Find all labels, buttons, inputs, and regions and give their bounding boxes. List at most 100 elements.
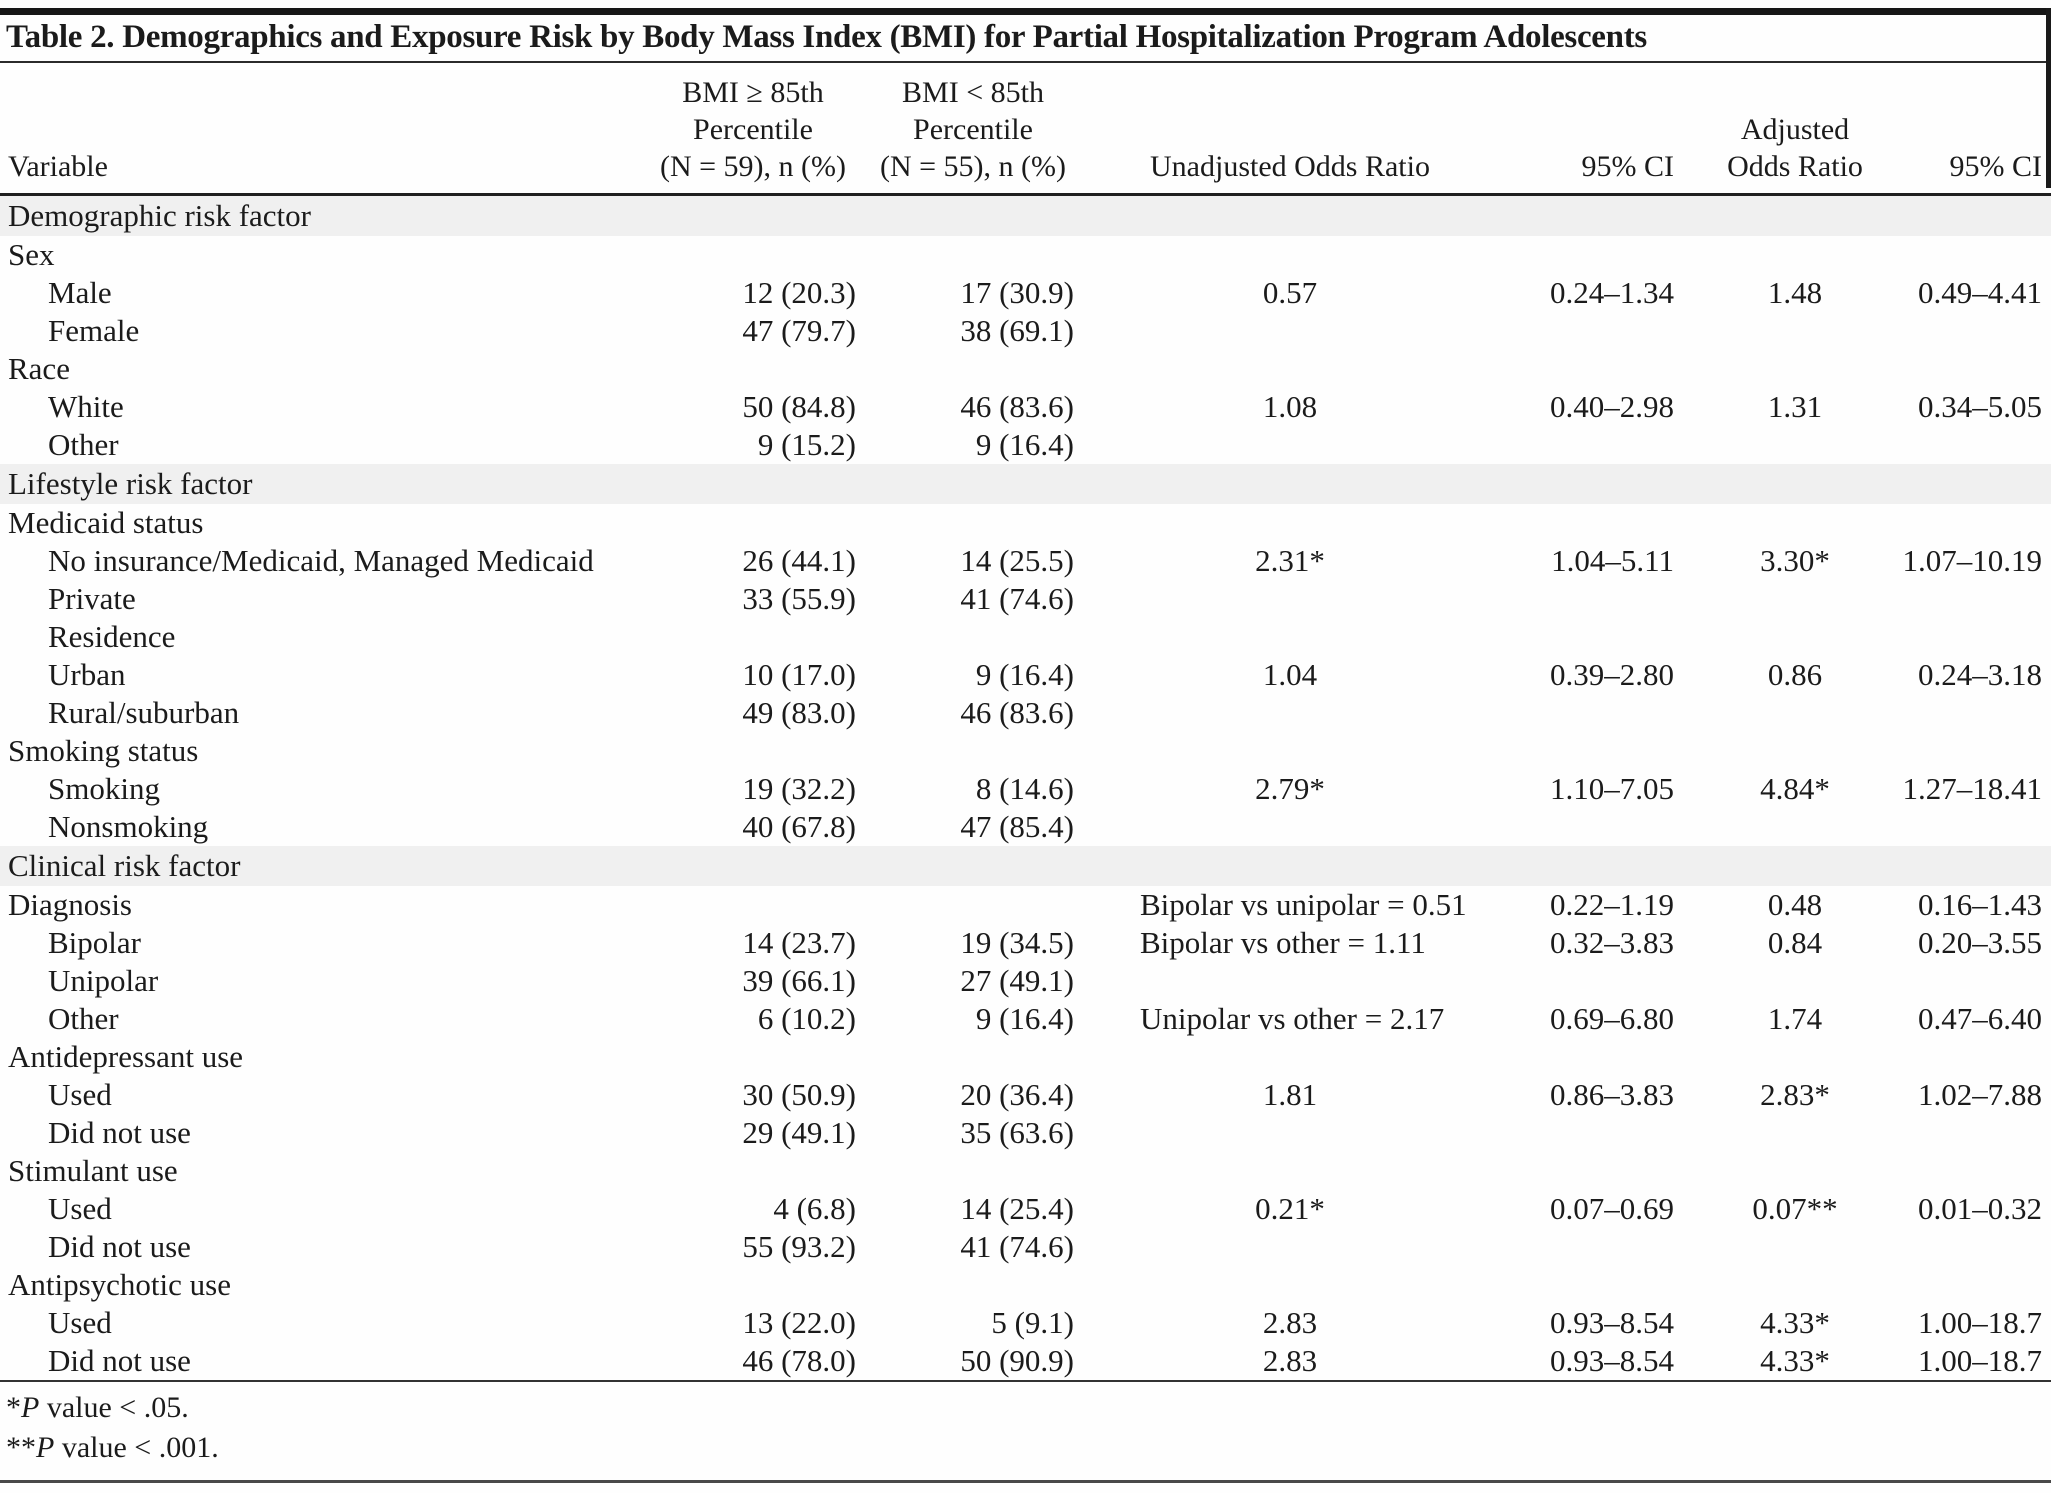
cell-unadjusted-odds-ratio (1080, 580, 1500, 618)
table-row: Male 12 (20.3) 17 (30.9) 0.57 0.24–1.34 1.48 0… (0, 274, 2051, 312)
cell-adjusted-95-ci: 1.00–18.7 (1918, 1305, 2042, 1340)
cell-adjusted-odds-ratio (1700, 1152, 1890, 1190)
group-row: Diagnosis Bipolar vs unipolar = 0.51 0.22–… (0, 886, 2051, 924)
group-row: Smoking status (0, 732, 2051, 770)
cell-bmi-ge-85th: 9 (15.2) (757, 427, 856, 462)
cell-adjusted-odds-ratio: 0.86 (1767, 657, 1823, 692)
table-row: Used 13 (22.0) 5 (9.1) 2.83 0.93–8.54 4.33* 1.… (0, 1304, 2051, 1342)
cell-unadjusted-95-ci: 0.86–3.83 (1550, 1077, 1674, 1112)
cell-adjusted-95-ci (1890, 732, 2051, 770)
row-label: Used (48, 1077, 112, 1112)
cell-bmi-ge-85th (640, 732, 866, 770)
group-row: Antipsychotic use (0, 1266, 2051, 1304)
cell-adjusted-odds-ratio (1700, 808, 1890, 846)
footnote-text: value < .001. (54, 1431, 219, 1464)
row-label: Private (48, 581, 136, 616)
cell-unadjusted-odds-ratio (1080, 1038, 1500, 1076)
cell-unadjusted-95-ci: 0.32–3.83 (1550, 925, 1674, 960)
cell-unadjusted-95-ci: 0.07–0.69 (1550, 1191, 1674, 1226)
cell-adjusted-95-ci: 0.34–5.05 (1918, 389, 2042, 424)
cell-bmi-lt-85th (866, 1152, 1080, 1190)
section-row: Demographic risk factor (0, 194, 2051, 236)
cell-unadjusted-odds-ratio (1080, 426, 1500, 464)
cell-unadjusted-odds-ratio (1080, 1152, 1500, 1190)
cell-adjusted-odds-ratio (1700, 962, 1890, 1000)
col-header-bmi-lt-85th: BMI < 85th Percentile (N = 55), n (%) (866, 63, 1080, 196)
footnote-p-symbol: P (36, 1431, 55, 1464)
cell-unadjusted-95-ci: 0.24–1.34 (1550, 275, 1674, 310)
cell-unadjusted-odds-ratio (1080, 312, 1500, 350)
cell-adjusted-95-ci (1890, 350, 2051, 388)
cell-unadjusted-95-ci (1500, 694, 1700, 732)
cell-unadjusted-odds-ratio: 2.83 (1262, 1343, 1318, 1378)
cell-bmi-lt-85th: 27 (49.1) (960, 963, 1074, 998)
cell-bmi-ge-85th: 6 (10.2) (757, 1001, 856, 1036)
table-row: Other 6 (10.2) 9 (16.4) Unipolar vs other =… (0, 1000, 2051, 1038)
cell-adjusted-odds-ratio (1700, 312, 1890, 350)
cell-adjusted-odds-ratio (1700, 1038, 1890, 1076)
top-rule-thick (0, 8, 2051, 15)
row-label: Sex (8, 237, 55, 272)
cell-bmi-ge-85th: 14 (23.7) (742, 925, 856, 960)
cell-adjusted-odds-ratio: 1.48 (1767, 275, 1823, 310)
cell-adjusted-odds-ratio (1700, 236, 1890, 274)
cell-adjusted-odds-ratio (1700, 1266, 1890, 1304)
cell-bmi-lt-85th (866, 886, 1080, 924)
cell-bmi-ge-85th (640, 618, 866, 656)
row-label: Antipsychotic use (8, 1267, 231, 1302)
cell-bmi-ge-85th: 10 (17.0) (742, 657, 856, 692)
cell-bmi-lt-85th: 9 (16.4) (975, 657, 1074, 692)
row-label: Nonsmoking (48, 809, 209, 844)
footnote-p-05: *P value < .05. (6, 1388, 2051, 1428)
cell-unadjusted-odds-ratio: 0.21* (1255, 1191, 1325, 1226)
cell-bmi-lt-85th: 14 (25.5) (960, 543, 1074, 578)
col-header-variable: Variable (0, 63, 640, 196)
cell-adjusted-odds-ratio: 1.74 (1767, 1001, 1823, 1036)
row-label: No insurance/Medicaid, Managed Medicaid (48, 543, 594, 578)
table-row: White 50 (84.8) 46 (83.6) 1.08 0.40–2.98 1.31… (0, 388, 2051, 426)
cell-adjusted-odds-ratio (1700, 694, 1890, 732)
table-row: Rural/suburban 49 (83.0) 46 (83.6) (0, 694, 2051, 732)
cell-bmi-ge-85th: 30 (50.9) (742, 1077, 856, 1112)
row-label: Medicaid status (8, 505, 204, 540)
cell-unadjusted-odds-ratio: 2.83 (1262, 1305, 1318, 1340)
row-label: Other (48, 427, 119, 462)
header-row: Variable BMI ≥ 85th Percentile (N = 59),… (0, 63, 2051, 196)
row-label: Did not use (48, 1343, 191, 1378)
cell-unadjusted-95-ci: 0.93–8.54 (1550, 1305, 1674, 1340)
cell-unadjusted-95-ci: 1.04–5.11 (1551, 543, 1674, 578)
cell-unadjusted-odds-ratio (1080, 618, 1500, 656)
cell-adjusted-95-ci: 0.24–3.18 (1918, 657, 2042, 692)
footnote-marker: * (6, 1391, 21, 1424)
cell-adjusted-95-ci (1890, 1114, 2051, 1152)
cell-adjusted-95-ci: 1.02–7.88 (1918, 1077, 2042, 1112)
cell-bmi-ge-85th: 46 (78.0) (742, 1343, 856, 1378)
cell-bmi-lt-85th (866, 1038, 1080, 1076)
cell-unadjusted-odds-ratio: Bipolar vs other = 1.11 (1140, 925, 1426, 960)
cell-bmi-lt-85th: 46 (83.6) (960, 389, 1074, 424)
cell-adjusted-95-ci (1890, 1228, 2051, 1266)
scan-edge-artifact (2046, 8, 2051, 188)
cell-bmi-ge-85th (640, 1266, 866, 1304)
cell-adjusted-odds-ratio: 2.83* (1760, 1077, 1830, 1112)
cell-bmi-lt-85th: 20 (36.4) (960, 1077, 1074, 1112)
row-label: Urban (48, 657, 126, 692)
row-label: Antidepressant use (8, 1039, 244, 1074)
cell-adjusted-95-ci (1890, 1038, 2051, 1076)
cell-adjusted-95-ci: 1.27–18.41 (1902, 771, 2043, 806)
footnote-text: value < .05. (39, 1391, 189, 1424)
group-row: Race (0, 350, 2051, 388)
row-label: White (48, 389, 124, 424)
cell-adjusted-95-ci (1890, 312, 2051, 350)
section-label: Clinical risk factor (0, 846, 2051, 886)
cell-unadjusted-odds-ratio (1080, 962, 1500, 1000)
cell-adjusted-odds-ratio (1700, 426, 1890, 464)
row-label: Male (48, 275, 112, 310)
cell-bmi-lt-85th: 41 (74.6) (960, 1229, 1074, 1264)
cell-bmi-ge-85th: 29 (49.1) (742, 1115, 856, 1150)
cell-adjusted-95-ci: 1.07–10.19 (1902, 543, 2043, 578)
section-label: Lifestyle risk factor (0, 464, 2051, 504)
cell-bmi-ge-85th: 55 (93.2) (742, 1229, 856, 1264)
cell-bmi-ge-85th (640, 504, 866, 542)
